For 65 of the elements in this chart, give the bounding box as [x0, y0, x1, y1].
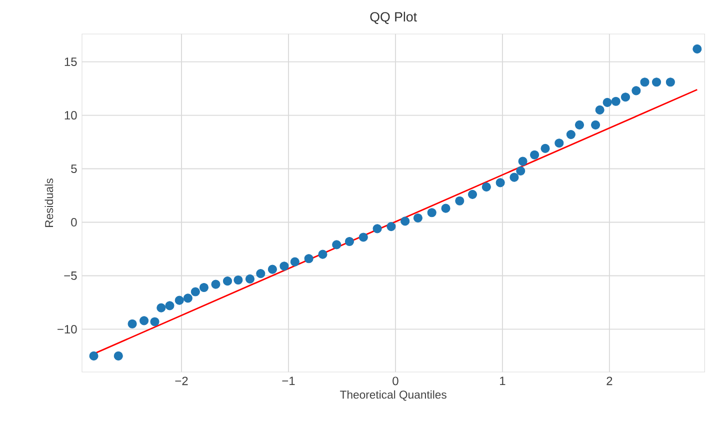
point [304, 254, 314, 263]
x-tick-label: −2 [175, 376, 188, 385]
y-tick-label: 15 [64, 57, 77, 66]
point [256, 268, 266, 278]
point [211, 280, 220, 289]
point [245, 274, 255, 284]
point [400, 216, 410, 226]
point [554, 138, 564, 148]
point [516, 166, 526, 176]
x-tick-label: 1 [500, 376, 506, 385]
y-tick-label: −10 [58, 324, 77, 334]
point [620, 92, 630, 102]
point [640, 77, 650, 87]
point [268, 264, 277, 274]
point [611, 96, 620, 106]
y-tick-label: 10 [64, 110, 77, 120]
point [280, 261, 289, 270]
point [183, 294, 192, 303]
point [455, 196, 464, 206]
y-tick-label: 0 [71, 218, 77, 226]
point [652, 77, 662, 87]
point [165, 300, 174, 310]
point [574, 120, 584, 130]
point [632, 86, 641, 96]
point [150, 317, 160, 326]
point [89, 351, 98, 360]
point [344, 236, 354, 246]
point [602, 98, 612, 107]
point [510, 172, 519, 182]
point [174, 296, 184, 305]
x-tick-label: 2 [606, 376, 612, 385]
x-tick-label: 0 [392, 376, 398, 386]
point [595, 105, 604, 114]
point [372, 224, 382, 234]
x-axis-title: Theoretical Quantiles [340, 390, 446, 401]
point [190, 287, 200, 296]
point [114, 351, 123, 360]
point [468, 190, 478, 199]
point [358, 232, 368, 242]
point [666, 77, 675, 87]
point [234, 275, 243, 284]
point [413, 213, 422, 222]
point [566, 130, 576, 139]
point [386, 222, 396, 231]
point [591, 120, 600, 130]
chart-title: QQ Plot [370, 12, 417, 24]
y-tick-label: 5 [71, 164, 77, 173]
point [199, 282, 208, 292]
point [156, 303, 166, 312]
point [530, 150, 540, 160]
point [518, 156, 528, 166]
point [441, 204, 450, 213]
point [332, 240, 342, 250]
point [140, 316, 149, 326]
point [482, 182, 491, 192]
point [222, 276, 232, 286]
point [496, 178, 505, 188]
point [540, 144, 550, 153]
point [290, 257, 300, 266]
y-axis-title: Residuals [44, 178, 54, 227]
y-tick-label: −5 [64, 271, 77, 280]
point [128, 319, 137, 328]
x-tick-label: −1 [282, 376, 295, 385]
point [318, 250, 328, 259]
point [427, 208, 436, 218]
